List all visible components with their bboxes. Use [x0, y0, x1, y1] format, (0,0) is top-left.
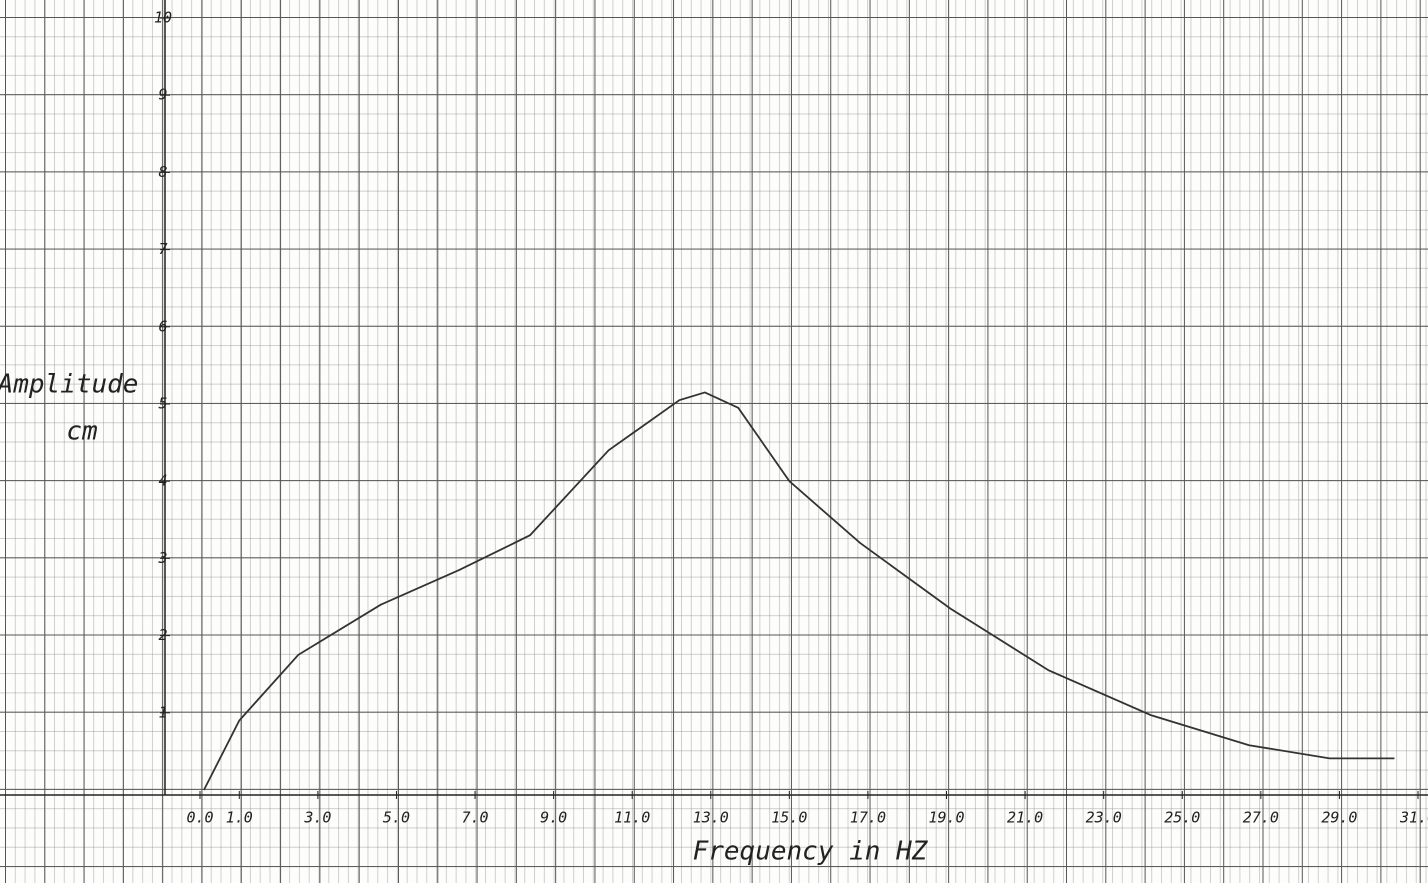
y-tick-label: 9: [158, 86, 167, 104]
data-line: [203, 391, 1395, 791]
y-tick-label: 3: [157, 549, 167, 567]
x-tick-label: 1.0: [226, 809, 253, 827]
y-tick-label: 7: [158, 240, 167, 258]
y-tick-label: 10: [154, 9, 172, 27]
x-tick-label: 31.0: [1399, 809, 1428, 827]
x-tick-label: 3.0: [303, 809, 331, 827]
y-tick-label: 6: [158, 317, 167, 335]
x-tick-label: 23.0: [1086, 809, 1122, 827]
y-tick-label: 8: [158, 163, 167, 181]
x-tick-label: 21.0: [1007, 809, 1043, 827]
x-tick-label: 29.0: [1321, 809, 1357, 827]
x-tick-label: 27.0: [1243, 809, 1279, 827]
x-tick-label: 17.0: [850, 809, 886, 827]
y-tick-label: 2: [158, 626, 167, 644]
y-tick-label: 4: [158, 472, 167, 490]
x-tick-label: 13.0: [693, 809, 729, 827]
y-tick-label: 5: [158, 395, 167, 413]
x-tick-label: 9.0: [540, 809, 567, 827]
x-tick-label: 5.0: [383, 809, 410, 827]
x-tick-label: 7.0: [461, 809, 488, 827]
x-tick-label: 11.0: [614, 809, 650, 827]
x-tick-label: 25.0: [1164, 809, 1200, 827]
y-axis-title: cm: [66, 417, 97, 447]
x-axis-title: Frequency in HZ: [693, 837, 929, 867]
x-tick-label: 19.0: [928, 809, 964, 827]
x-tick-label: 0.0: [186, 809, 213, 827]
y-tick-label: 1: [158, 703, 167, 721]
x-tick-label: 15.0: [771, 809, 807, 827]
y-axis-title: Amplitude: [0, 370, 138, 400]
